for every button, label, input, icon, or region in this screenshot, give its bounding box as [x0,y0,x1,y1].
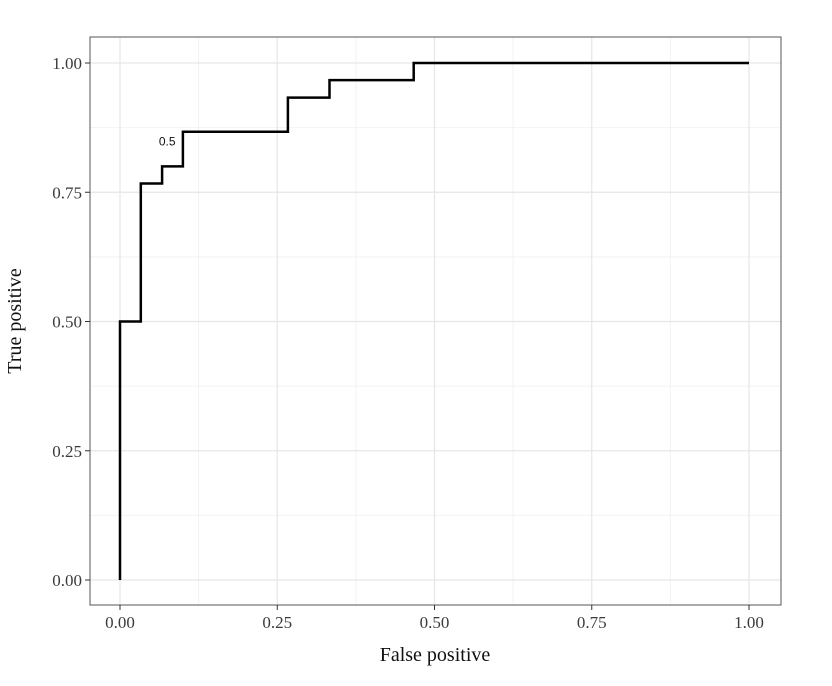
x-tick-label: 0.50 [420,613,450,632]
y-axis-title: True positive [4,268,26,374]
x-tick-label: 1.00 [734,613,764,632]
series-layer [118,61,749,580]
grid-lines [90,37,781,605]
roc-curve-line [118,61,749,580]
annotations: 0.5 [159,135,176,149]
x-tick-label: 0.75 [577,613,607,632]
y-tick-label: 0.50 [52,313,82,332]
y-tick-label: 1.00 [52,54,82,73]
y-tick-label: 0.00 [52,571,82,590]
y-tick-label: 0.25 [52,442,82,461]
y-tick-label: 0.75 [52,183,82,202]
x-tick-label: 0.25 [262,613,292,632]
threshold-annotation: 0.5 [159,135,176,149]
x-axis-title: False positive [380,644,491,666]
axes: 0.00 0.25 0.50 0.75 1.00 0.00 0.25 0.50 0.75 1.00 [52,54,764,632]
x-tick-label: 0.00 [105,613,135,632]
